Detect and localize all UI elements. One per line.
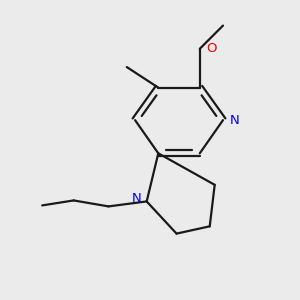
Text: N: N xyxy=(132,192,142,205)
Text: O: O xyxy=(206,42,217,55)
Text: N: N xyxy=(230,114,239,127)
